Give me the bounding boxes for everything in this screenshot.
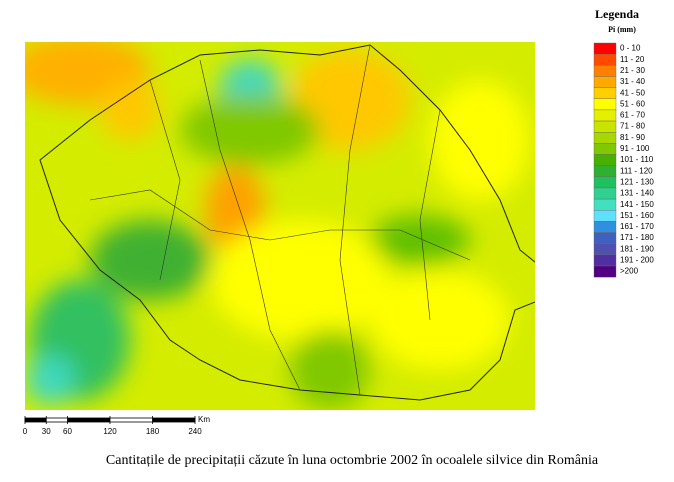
legend-label: 91 - 100 xyxy=(620,144,650,153)
scale-segment xyxy=(67,418,110,422)
scale-label: 120 xyxy=(103,427,117,436)
legend-swatch xyxy=(593,187,617,200)
legend-label: 51 - 60 xyxy=(620,99,645,108)
legend-label: 151 - 160 xyxy=(620,211,654,220)
legend-label: 161 - 170 xyxy=(620,222,654,231)
legend-swatch xyxy=(593,42,617,55)
scale-segment xyxy=(152,418,195,422)
legend-subtitle: Pi (mm) xyxy=(608,25,636,34)
legend-label: 181 - 190 xyxy=(620,244,654,253)
legend-swatch xyxy=(593,109,617,122)
legend-swatch xyxy=(593,76,617,88)
legend-swatch xyxy=(593,221,617,233)
legend-label: 171 - 180 xyxy=(620,233,654,242)
scale-segment xyxy=(25,418,47,422)
legend-swatch xyxy=(593,210,617,222)
scale-label: 0 xyxy=(23,427,28,436)
legend-swatch xyxy=(593,154,617,166)
legend-swatch xyxy=(593,53,617,66)
legend-label: 101 - 110 xyxy=(620,155,654,164)
caption: Cantitațile de precipitații căzute în lu… xyxy=(106,453,599,468)
legend-swatch xyxy=(593,265,617,278)
scale-label: 240 xyxy=(188,427,202,436)
scale-label: 180 xyxy=(146,427,160,436)
legend-swatch xyxy=(593,198,617,211)
legend-swatch xyxy=(593,254,617,267)
precipitation-map xyxy=(25,42,535,410)
legend-swatch xyxy=(593,131,617,144)
legend-label: 121 - 130 xyxy=(620,177,654,186)
legend-swatch xyxy=(593,143,617,155)
legend-label: 0 - 10 xyxy=(620,44,641,53)
legend-swatch xyxy=(593,176,617,189)
legend-swatch xyxy=(593,120,617,133)
legend-swatch xyxy=(593,98,617,111)
legend-title: Legenda xyxy=(595,7,639,21)
legend-label: 11 - 20 xyxy=(620,55,645,64)
legend-swatch xyxy=(593,232,617,244)
legend-label: 71 - 80 xyxy=(620,122,645,131)
legend-label: >200 xyxy=(620,267,639,276)
scale-label: 60 xyxy=(63,427,72,436)
legend-swatch xyxy=(593,165,617,177)
legend-label: 31 - 40 xyxy=(620,77,645,86)
legend-label: 191 - 200 xyxy=(620,256,654,265)
legend-label: 141 - 150 xyxy=(620,200,654,209)
legend-swatch xyxy=(593,243,617,256)
scale-unit: Km xyxy=(198,415,210,424)
legend-label: 21 - 30 xyxy=(620,66,645,75)
legend-label: 41 - 50 xyxy=(620,88,645,97)
legend-label: 61 - 70 xyxy=(620,111,645,120)
legend-label: 131 - 140 xyxy=(620,189,654,198)
legend-swatch xyxy=(593,87,617,99)
legend-label: 81 - 90 xyxy=(620,133,645,142)
scale-label: 30 xyxy=(42,427,51,436)
legend-swatch xyxy=(593,65,617,77)
legend-label: 111 - 120 xyxy=(620,166,653,175)
